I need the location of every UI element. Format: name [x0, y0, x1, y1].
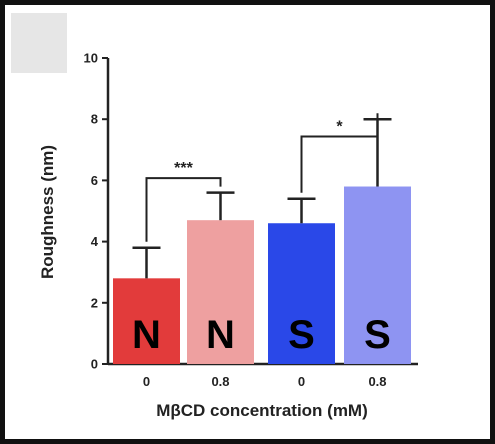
bar: [187, 220, 254, 364]
x-tick-label: 0: [143, 374, 150, 389]
bar-letter-label: S: [288, 313, 315, 357]
bar: [344, 186, 411, 364]
y-tick-label: 0: [91, 357, 98, 372]
significance-bracket: [300, 113, 379, 193]
x-axis-title: MβCD concentration (mM): [156, 401, 368, 420]
bar: [113, 278, 180, 364]
chart-bars: [113, 186, 411, 364]
chart-error-bars: [132, 117, 392, 279]
x-tick-label: 0.8: [211, 374, 229, 389]
y-tick-label: 6: [91, 173, 98, 188]
significance-bracket: [145, 177, 222, 242]
chart-significance: ****: [145, 113, 379, 242]
significance-label: ***: [174, 160, 193, 177]
bar-letter-label: S: [364, 313, 391, 357]
bar: [268, 223, 335, 364]
x-tick-label: 0.8: [368, 374, 386, 389]
y-tick-label: 2: [91, 295, 98, 310]
y-tick-label: 8: [91, 112, 98, 127]
y-tick-label: 4: [91, 234, 99, 249]
significance-label: *: [336, 119, 343, 136]
x-tick-label: 0: [298, 374, 305, 389]
y-tick-label: 10: [84, 51, 98, 66]
panel-label-placeholder: [11, 13, 67, 73]
bar-letter-label: N: [206, 313, 235, 357]
bar-letter-label: N: [132, 313, 161, 357]
y-axis-title: Roughness (nm): [38, 145, 57, 279]
